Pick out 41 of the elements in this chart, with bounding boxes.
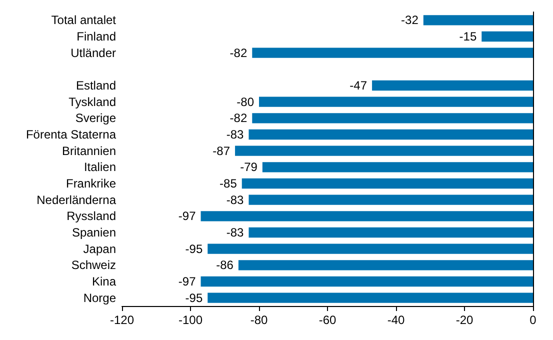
y-tick-label: Japan bbox=[83, 242, 116, 256]
x-tick-label: -100 bbox=[178, 313, 203, 327]
data-label: -97 bbox=[178, 274, 196, 288]
data-label: -87 bbox=[212, 144, 230, 158]
y-tick-label: Britannien bbox=[62, 144, 116, 158]
data-label: -32 bbox=[401, 13, 419, 28]
x-tick-label: -60 bbox=[318, 313, 336, 327]
y-tick-label: Utländer bbox=[70, 46, 116, 60]
x-tick-label: -120 bbox=[110, 313, 134, 327]
y-tick-label: Tyskland bbox=[68, 94, 116, 109]
x-tick-label: 0 bbox=[530, 313, 537, 327]
y-tick-label: Spanien bbox=[72, 226, 116, 240]
data-label: -80 bbox=[236, 94, 254, 109]
data-label: -85 bbox=[220, 176, 238, 190]
data-label: -83 bbox=[226, 192, 244, 207]
data-label: -83 bbox=[226, 226, 244, 240]
y-tick-label: Kina bbox=[92, 274, 116, 288]
data-label: -83 bbox=[226, 128, 244, 142]
y-tick-label: Frankrike bbox=[66, 176, 116, 190]
data-label: -82 bbox=[230, 46, 248, 60]
x-tick-label: -40 bbox=[387, 313, 405, 327]
data-label: -86 bbox=[216, 258, 234, 272]
data-label: -95 bbox=[185, 290, 203, 305]
x-tick-label: -80 bbox=[250, 313, 268, 327]
y-tick-label: Norge bbox=[83, 290, 116, 305]
data-label: -97 bbox=[178, 209, 196, 224]
y-tick-label: Estland bbox=[76, 78, 116, 92]
x-tick-label: -20 bbox=[456, 313, 474, 327]
y-tick-label: Sverige bbox=[75, 111, 116, 126]
y-tick-label: Total antalet bbox=[51, 13, 117, 28]
y-tick-label: Schweiz bbox=[71, 258, 116, 272]
data-label: -82 bbox=[230, 111, 248, 126]
data-label: -79 bbox=[240, 160, 258, 174]
y-tick-label: Nederländerna bbox=[36, 192, 116, 207]
y-tick-label: Ryssland bbox=[66, 209, 116, 224]
y-tick-label: Italien bbox=[84, 160, 116, 174]
y-tick-label: Förenta Staterna bbox=[26, 128, 116, 142]
data-label: -15 bbox=[459, 30, 477, 44]
data-label: -95 bbox=[185, 242, 203, 256]
y-tick-label: Finland bbox=[76, 30, 116, 44]
data-label: -47 bbox=[350, 78, 368, 92]
